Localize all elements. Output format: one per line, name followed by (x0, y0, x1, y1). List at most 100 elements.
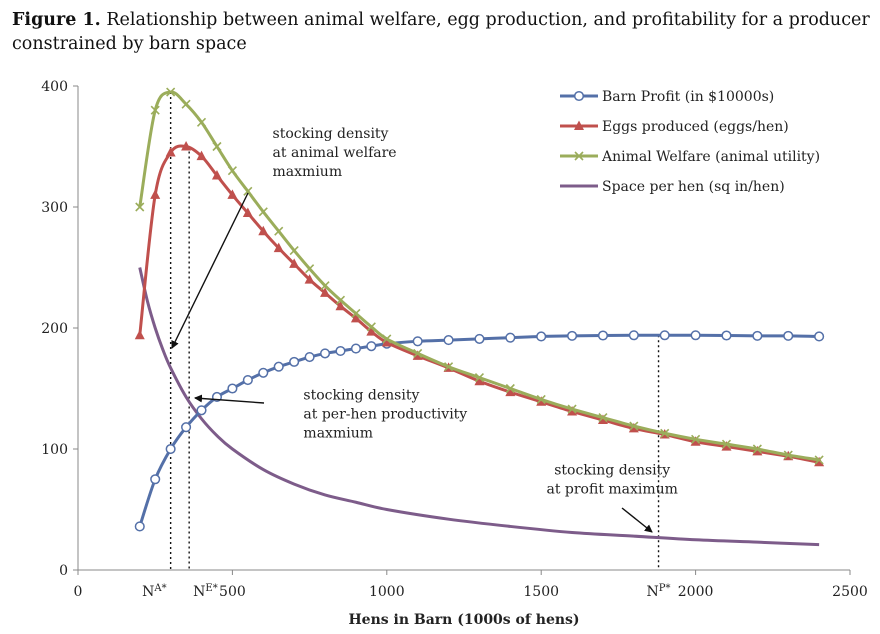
data-point (196, 117, 207, 127)
data-point (304, 351, 315, 363)
data-point (134, 521, 145, 532)
data-point (413, 348, 423, 358)
data-point (381, 337, 392, 347)
data-point (243, 186, 253, 196)
series-line (138, 333, 820, 527)
data-point (628, 330, 639, 341)
data-point (335, 345, 346, 357)
data-point (196, 405, 207, 416)
x-axis-title: Hens in Barn (1000s of hens) (348, 612, 579, 628)
data-point (574, 120, 584, 130)
data-point (196, 150, 207, 161)
data-point (227, 383, 238, 394)
data-point (598, 412, 608, 423)
reference-line-label: NA* (142, 583, 166, 600)
legend-label: Barn Profit (in $10000s) (602, 89, 774, 105)
annotation-arrow (171, 192, 249, 349)
y-tick-label: 100 (41, 442, 68, 458)
data-point (258, 367, 269, 378)
data-point (181, 422, 192, 433)
data-point (150, 474, 161, 485)
series-0 (134, 330, 825, 532)
data-point (165, 443, 176, 455)
data-point (567, 405, 578, 416)
annotation-text: at per-hen productivity (303, 406, 467, 422)
data-point (366, 341, 377, 352)
data-point (536, 394, 546, 404)
annotation-0: stocking density at animal welfare maxmium (171, 126, 397, 349)
data-point (258, 225, 269, 236)
data-point (227, 166, 237, 176)
data-point (574, 151, 584, 161)
annotation-1: stocking density at per-hen productivity m… (194, 387, 467, 441)
data-point (659, 330, 670, 341)
data-point (181, 99, 191, 109)
annotation-text: stocking density (273, 126, 389, 142)
data-point (691, 434, 701, 444)
x-tick-label: 0 (74, 584, 83, 600)
data-point (814, 455, 824, 465)
data-point (660, 428, 670, 438)
data-point (382, 334, 392, 344)
figure-label: Figure 1. (12, 10, 101, 30)
data-point (166, 87, 176, 97)
data-point (443, 362, 454, 372)
annotation-arrow (621, 507, 653, 533)
data-point (783, 330, 794, 341)
data-point (366, 326, 377, 336)
data-point (350, 343, 361, 354)
data-point (258, 207, 268, 217)
data-point (629, 421, 639, 431)
reference-line-label: NE* (193, 583, 218, 600)
annotation-text: maxmium (303, 425, 373, 441)
series-line (138, 90, 820, 462)
data-point (335, 295, 346, 305)
data-point (573, 90, 585, 102)
data-point (289, 245, 299, 256)
legend-label: Space per hen (sq in/hen) (602, 179, 785, 195)
data-point (690, 436, 701, 446)
y-tick-label: 0 (59, 563, 68, 579)
data-point (366, 322, 376, 332)
x-tick-label: 500 (219, 584, 246, 600)
data-point (474, 333, 485, 344)
data-point (134, 329, 145, 340)
data-point (567, 404, 577, 414)
data-point (150, 189, 161, 199)
data-point (212, 141, 222, 152)
data-point (567, 330, 578, 341)
data-point (319, 348, 331, 359)
data-point (227, 189, 238, 199)
data-point (350, 312, 361, 323)
x-tick-label: 2500 (832, 584, 868, 600)
data-point (289, 356, 300, 367)
series-2 (135, 87, 824, 465)
figure-title: Figure 1. Relationship between animal we… (12, 8, 872, 56)
data-point (474, 375, 485, 386)
data-point (320, 287, 331, 297)
y-tick-label: 300 (41, 200, 68, 216)
data-point (351, 308, 361, 319)
annotation-text: stocking density (303, 387, 419, 403)
data-point (242, 207, 253, 218)
data-point (304, 274, 315, 284)
data-point (628, 422, 639, 433)
data-point (690, 330, 701, 341)
annotation-2: stocking density at profit maximum (546, 462, 678, 533)
data-point (721, 330, 732, 341)
data-point (721, 439, 732, 449)
data-point (181, 141, 192, 151)
data-point (305, 264, 315, 274)
data-point (597, 330, 609, 341)
data-point (597, 414, 608, 424)
legend-label: Eggs produced (eggs/hen) (602, 119, 789, 135)
data-point (752, 444, 762, 454)
data-point (273, 361, 284, 372)
data-point (505, 383, 515, 394)
annotation-text: maxmium (273, 164, 343, 180)
data-point (320, 281, 330, 291)
figure-caption: Relationship between animal welfare, egg… (12, 10, 870, 54)
data-point (443, 335, 454, 346)
data-point (273, 242, 284, 253)
